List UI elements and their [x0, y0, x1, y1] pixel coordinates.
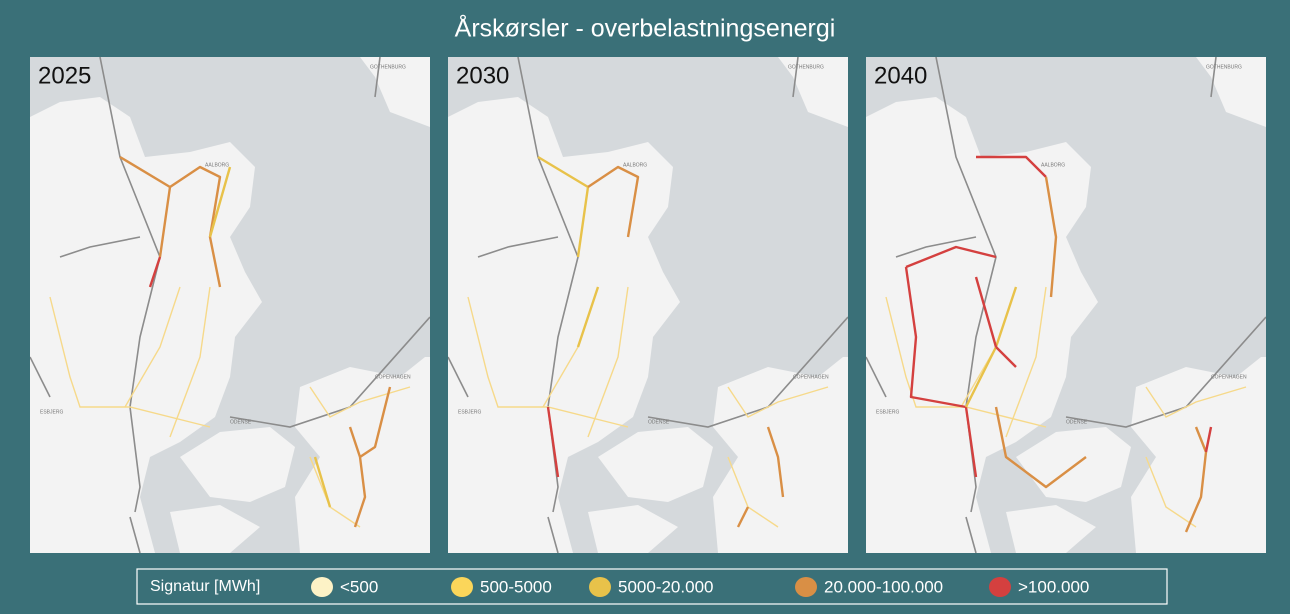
place-label: GOTHENBURG	[370, 64, 406, 70]
place-label: COPENHAGEN	[375, 374, 411, 380]
grid-line-overload	[313, 456, 332, 508]
grid-line-overload	[348, 426, 367, 528]
map-panel: GOTHENBURG AALBORG ODENSE ESBJERG COPENHAGEN…	[866, 57, 1266, 553]
legend-title: Signatur [MWh]	[150, 578, 260, 595]
place-label: GOTHENBURG	[788, 64, 824, 70]
legend-box	[136, 568, 1168, 605]
place-label: ESBJERG	[40, 409, 63, 415]
legend-label: 5000-20.000	[618, 577, 713, 596]
legend-swatch	[451, 577, 473, 597]
basemap	[866, 57, 1266, 553]
grid-line-overload	[736, 506, 750, 528]
title: Årskørsler - overbelastningsenergi	[455, 13, 836, 43]
map-panel: GOTHENBURG AALBORG ODENSE ESBJERG COPENHAGEN…	[448, 57, 848, 553]
panel-label: 2040	[874, 62, 927, 89]
grid-line-overload	[576, 286, 600, 348]
basemap	[30, 57, 430, 553]
place-label: ESBJERG	[458, 409, 481, 415]
grid-line-overload	[1184, 426, 1208, 533]
place-label: ODENSE	[1066, 419, 1088, 425]
legend-swatch	[795, 577, 817, 597]
grid-line-overload	[587, 165, 640, 238]
legend-swatch	[989, 577, 1011, 597]
grid-line-overload	[359, 386, 392, 458]
place-label: COPENHAGEN	[1211, 374, 1247, 380]
basemap	[448, 57, 848, 553]
place-label: COPENHAGEN	[793, 374, 829, 380]
legend-label: >100.000	[1018, 577, 1089, 596]
map-panel: GOTHENBURG AALBORG ODENSE ESBJERG COPENHAGEN…	[30, 57, 430, 553]
grid-line-overload	[994, 406, 1087, 489]
grid-line-overload	[1204, 426, 1213, 453]
map: GOTHENBURG AALBORG ODENSE ESBJERG COPENHAGEN	[448, 57, 848, 553]
place-label: ODENSE	[230, 419, 252, 425]
legend-label: <500	[340, 577, 378, 596]
panel-label: 2025	[38, 62, 91, 89]
grid-line-overload	[148, 256, 162, 288]
map: GOTHENBURG AALBORG ODENSE ESBJERG COPENHAGEN	[30, 57, 430, 553]
grid-line-overload	[208, 166, 232, 238]
panel-label: 2030	[456, 62, 509, 89]
grid-line-overload	[905, 245, 997, 269]
grid-line-overload	[995, 346, 1017, 368]
place-label: AALBORG	[623, 162, 647, 168]
legend-swatch	[589, 577, 611, 597]
grid-line-overload	[546, 406, 560, 478]
grid-line-overload	[974, 276, 998, 348]
legend-label: 500-5000	[480, 577, 552, 596]
legend-label: 20.000-100.000	[824, 577, 943, 596]
grid-line-overload	[904, 266, 978, 478]
place-label: GOTHENBURG	[1206, 64, 1242, 70]
place-label: AALBORG	[205, 162, 229, 168]
map: GOTHENBURG AALBORG ODENSE ESBJERG COPENHAGEN	[866, 57, 1266, 553]
place-label: ESBJERG	[876, 409, 899, 415]
grid-line-overload	[976, 155, 1047, 178]
place-label: ODENSE	[648, 419, 670, 425]
grid-line-overload	[1044, 176, 1058, 298]
grid-line-overload	[169, 165, 222, 288]
legend-swatch	[311, 577, 333, 597]
place-label: AALBORG	[1041, 162, 1065, 168]
grid-line-overload	[766, 426, 785, 498]
